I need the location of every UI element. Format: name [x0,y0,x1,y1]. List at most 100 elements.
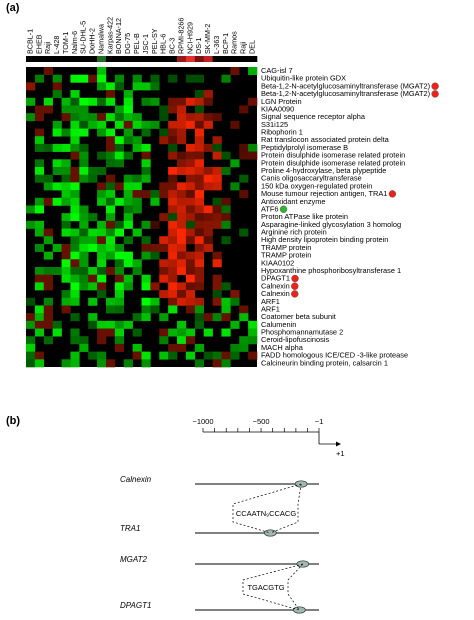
heatmap-cell [185,274,196,283]
heatmap-cell [185,159,196,168]
heatmap-cell [221,313,231,322]
heatmap-cell [105,267,116,275]
heatmap-cell [212,151,222,160]
heatmap-cell [61,290,71,299]
heatmap-cell [43,182,53,191]
heatmap-cell [70,143,80,152]
row-label: Peptidylprolyl isomerase B [261,143,348,152]
heatmap-cell [168,174,178,183]
header-strip-cell [52,56,62,62]
heatmap-cell [221,205,231,214]
heatmap-cell [123,220,133,229]
red-marker-dot [291,282,299,290]
heatmap-cell [88,74,98,83]
heatmap-cell [123,236,133,245]
heatmap-cell [132,328,142,337]
heatmap-cell [177,251,187,260]
heatmap-cell [114,267,125,275]
heatmap-cell [194,113,204,122]
row-label: Hypoxanthine phosphoribosyltransferase 1 [261,266,401,275]
heatmap-cell [43,305,53,314]
heatmap-cell [203,328,213,337]
heatmap-cell [194,182,204,191]
heatmap-cell [97,190,107,199]
heatmap-cell [114,120,125,129]
gene-label: Calnexin [120,475,152,484]
heatmap-cell [194,174,204,183]
heatmap-cell [105,82,116,91]
heatmap-cell [61,97,71,106]
heatmap-cell [185,251,196,260]
heatmap-cell [88,236,98,245]
row-label: Calnexin [261,289,290,298]
heatmap-cell [194,190,204,199]
heatmap-cell [212,259,222,268]
heatmap-cell [141,305,151,314]
heatmap-cell [168,267,178,275]
heatmap-cell [97,336,107,345]
row-label: Phosphomannamutase 2 [261,328,343,337]
heatmap-cell [34,328,45,337]
heatmap-cell [248,320,258,329]
heatmap-cell [70,243,80,252]
heatmap-cell [43,97,53,106]
heatmap-cell [212,290,222,299]
heatmap-cell [105,328,116,337]
column-label: SK-MM-2 [203,24,212,54]
heatmap-cell [123,113,133,122]
heatmap-cell [79,120,89,129]
header-strip-cell [230,56,240,62]
heatmap-cell [97,251,107,260]
heatmap-cell [70,167,80,175]
heatmap-cell [61,297,71,306]
heatmap-cell [61,228,71,237]
heatmap-cell [70,213,80,222]
column-label: PEL-SY [150,28,159,54]
heatmap-cell [43,174,53,183]
heatmap-cell [79,274,89,283]
header-strip-cell [61,56,71,62]
heatmap-cell [141,274,151,283]
heatmap-cell [61,182,71,191]
heatmap-cell [34,305,45,314]
heatmap-cell [203,213,213,222]
heatmap-cell [79,159,89,168]
column-label: BC-3 [168,38,177,54]
heatmap-cell [150,251,160,260]
heatmap-cell [97,197,107,206]
column-label: BCBL-1 [25,29,34,54]
heatmap-cell [123,136,133,145]
heatmap-cell [248,67,258,75]
heatmap-cell [212,143,222,152]
row-label: Protein disulphide isomerase related pro… [261,151,405,160]
heatmap-cell [221,328,231,337]
heatmap-cell [185,167,196,175]
heatmap-cell [70,97,80,106]
heatmap-cell [52,120,62,129]
heatmap-cell [61,167,71,175]
heatmap-cell [239,336,249,345]
heatmap-cell [150,243,160,252]
row-label: TRAMP protein [261,251,311,260]
heatmap-cell [88,351,98,360]
heatmap-cell [177,282,187,291]
header-strip-cell [43,56,53,62]
row-label: DPAGT1 [261,274,290,283]
heatmap-cell [105,320,116,329]
heatmap-cell [105,197,116,206]
heatmap-cell [168,143,178,152]
heatmap-cell [79,97,89,106]
heatmap-cell [159,328,169,337]
heatmap-cell [70,351,80,360]
heatmap-cell [177,259,187,268]
heatmap-cell [97,228,107,237]
heatmap-cell [248,143,258,152]
heatmap-cell [105,113,116,122]
heatmap-cell [168,197,178,206]
row-label: CAG-isl 7 [261,66,293,75]
header-strip-cell [34,56,45,62]
heatmap-cell [70,228,80,237]
heatmap-cell [43,236,53,245]
heatmap-cell [177,267,187,275]
heatmap-cell [26,82,36,91]
